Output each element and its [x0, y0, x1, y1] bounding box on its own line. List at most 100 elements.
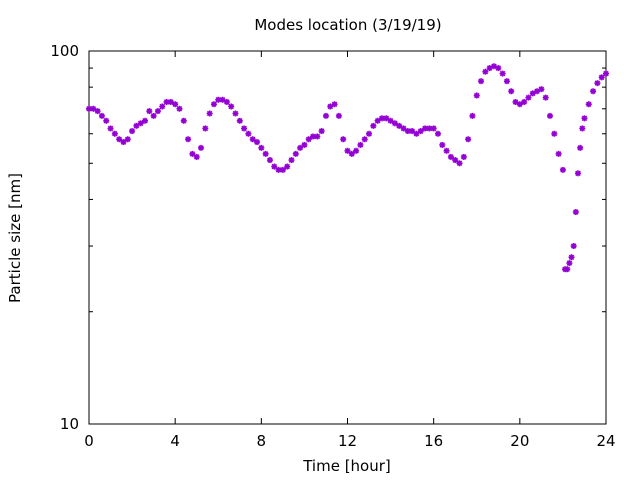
data-point	[219, 96, 226, 103]
data-point	[129, 128, 136, 135]
data-point	[551, 130, 558, 137]
data-point	[447, 153, 454, 160]
data-point	[137, 120, 144, 127]
data-point	[340, 136, 347, 143]
data-point	[266, 157, 273, 164]
data-point	[357, 141, 364, 148]
data-point	[378, 115, 385, 122]
data-point	[572, 209, 579, 216]
data-point	[116, 136, 123, 143]
data-point	[107, 125, 114, 132]
data-point	[154, 108, 161, 115]
data-point	[335, 112, 342, 119]
data-point	[189, 150, 196, 157]
data-point	[370, 122, 377, 129]
data-point	[521, 98, 528, 105]
x-tick-label: 8	[257, 432, 267, 450]
x-tick-label: 12	[338, 432, 357, 450]
data-point	[353, 147, 360, 154]
data-point	[546, 112, 553, 119]
data-point	[249, 136, 256, 143]
data-point	[590, 88, 597, 95]
data-point	[452, 157, 459, 164]
data-point	[241, 125, 248, 132]
y-axis-title: Particle size [nm]	[6, 173, 24, 303]
x-tick-label: 4	[170, 432, 180, 450]
data-point	[568, 254, 575, 261]
data-point	[482, 68, 489, 75]
data-point	[90, 105, 97, 112]
data-point	[581, 115, 588, 122]
data-point	[111, 130, 118, 137]
data-point	[245, 130, 252, 137]
data-point	[574, 170, 581, 177]
data-point	[542, 94, 549, 101]
data-point	[344, 147, 351, 154]
data-point	[322, 112, 329, 119]
data-point	[262, 150, 269, 157]
data-point	[594, 80, 601, 87]
data-point	[538, 86, 545, 93]
data-point	[202, 125, 209, 132]
data-point	[120, 139, 127, 146]
data-point	[566, 260, 573, 267]
data-point	[525, 94, 532, 101]
data-point	[374, 117, 381, 124]
y-tick-label: 100	[50, 42, 79, 60]
data-point	[297, 144, 304, 151]
y-axis-ticks: 10 100	[50, 42, 606, 433]
data-point	[361, 136, 368, 143]
data-point	[366, 130, 373, 137]
data-point	[284, 163, 291, 170]
data-point	[331, 101, 338, 108]
data-point	[94, 108, 101, 115]
data-point	[133, 122, 140, 129]
data-point	[172, 101, 179, 108]
data-point	[142, 117, 149, 124]
x-tick-label: 24	[596, 432, 615, 450]
data-point	[456, 160, 463, 167]
data-points	[86, 63, 609, 273]
data-point	[348, 150, 355, 157]
data-point	[417, 128, 424, 135]
data-point	[98, 112, 105, 119]
data-point	[564, 266, 571, 273]
data-point	[292, 150, 299, 157]
data-point	[460, 153, 467, 160]
data-point	[465, 136, 472, 143]
data-point	[579, 125, 586, 132]
data-point	[305, 136, 312, 143]
data-point	[86, 105, 92, 112]
x-axis-ticks: 0 4 8 12 16 20 24	[84, 51, 616, 450]
data-point	[439, 141, 446, 148]
data-point	[258, 144, 265, 151]
data-point	[443, 147, 450, 154]
data-point	[499, 70, 506, 77]
data-point	[570, 243, 577, 250]
data-point	[434, 130, 441, 137]
data-point	[193, 153, 200, 160]
data-point	[478, 78, 485, 85]
data-point	[159, 103, 166, 110]
data-point	[228, 103, 235, 110]
data-point	[206, 110, 213, 117]
data-point	[422, 125, 429, 132]
data-point	[146, 108, 153, 115]
x-tick-label: 16	[424, 432, 443, 450]
y-tick-label: 10	[60, 415, 79, 433]
data-point	[150, 112, 157, 119]
data-point	[559, 166, 566, 173]
data-point	[318, 128, 325, 135]
data-point	[185, 136, 192, 143]
data-point	[495, 65, 502, 72]
data-point	[223, 98, 230, 105]
data-point	[508, 88, 515, 95]
data-point	[279, 166, 286, 173]
data-point	[236, 117, 243, 124]
data-point	[387, 117, 394, 124]
data-point	[512, 98, 519, 105]
data-point	[301, 141, 308, 148]
plot-frame	[88, 50, 607, 425]
data-point	[413, 130, 420, 137]
data-point	[288, 157, 295, 164]
